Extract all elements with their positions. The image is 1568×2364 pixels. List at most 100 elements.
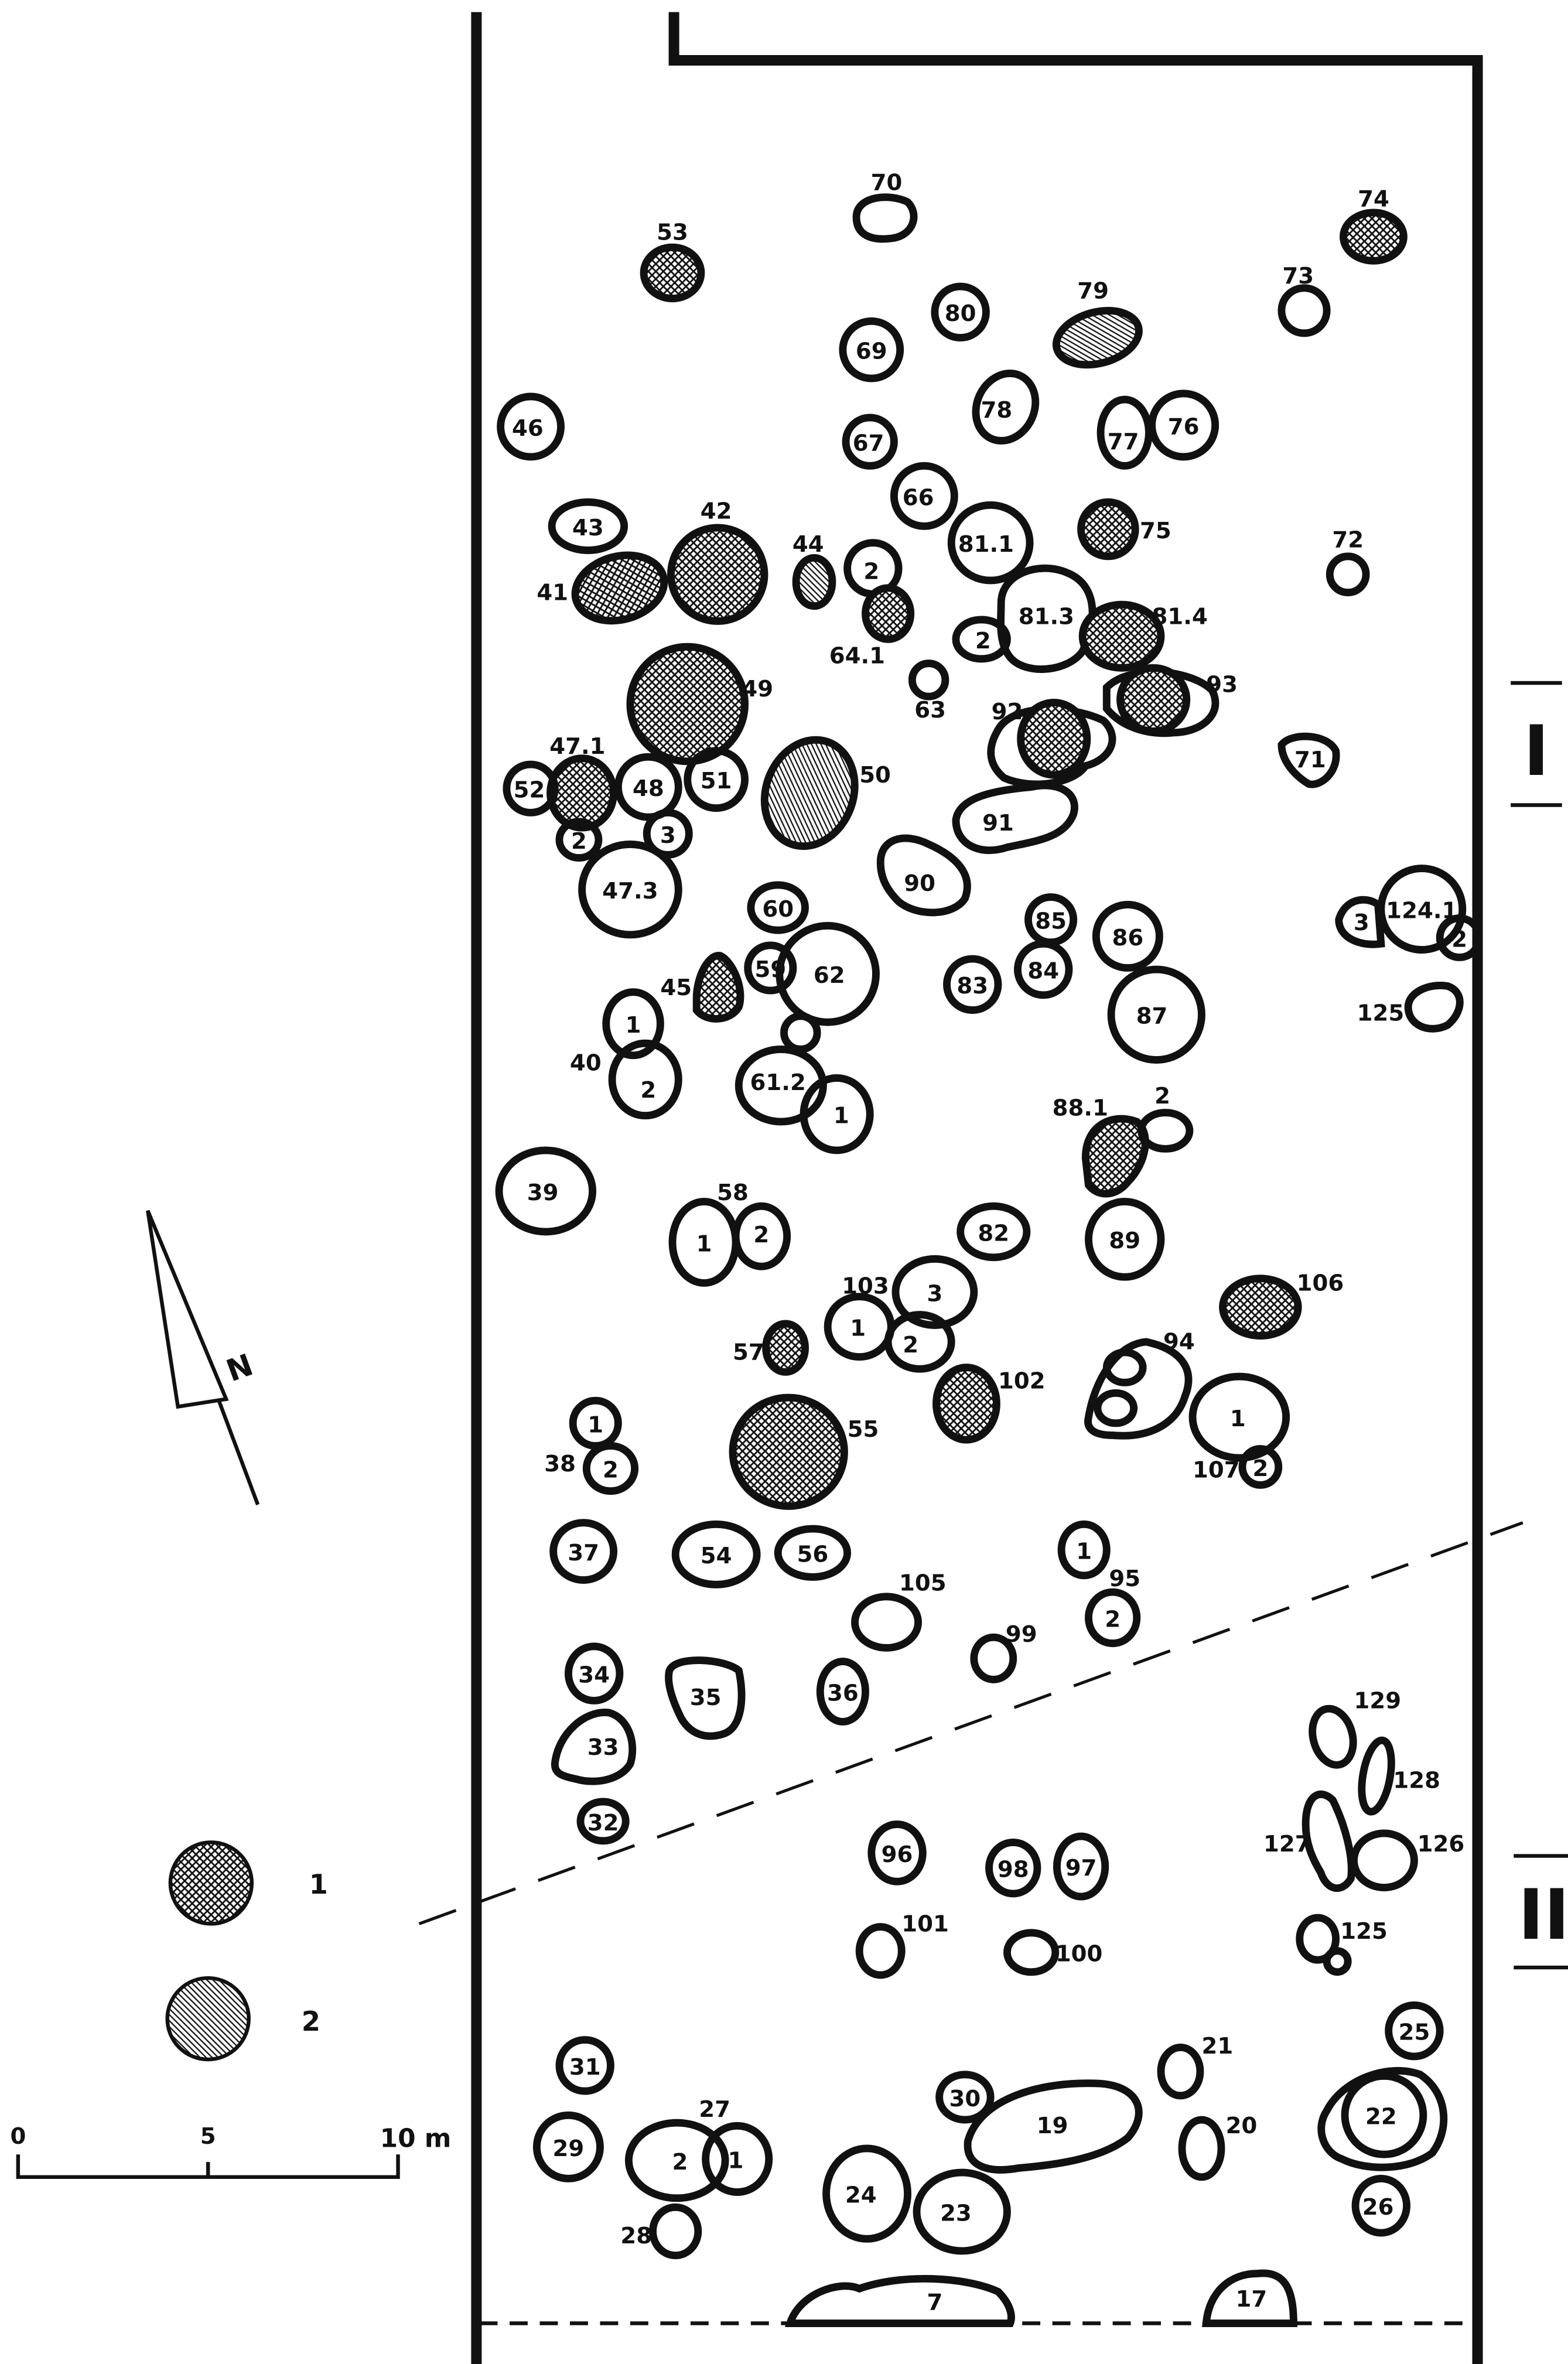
feature-label: 95 <box>1109 1566 1140 1592</box>
legend: 1 2 <box>165 1840 328 2062</box>
feature-81-1 <box>947 501 1034 585</box>
section-label-i: I <box>1523 710 1549 791</box>
feature-129 <box>1309 1704 1357 1769</box>
legend-label-1: 1 <box>309 1868 328 1900</box>
feature-label: 29 <box>553 2136 585 2162</box>
feature-19 <box>964 2079 1143 2174</box>
feature-99 <box>970 1633 1017 1683</box>
feature-label: 49 <box>742 676 773 702</box>
feature-86 <box>1092 900 1163 972</box>
feature-69 <box>839 317 904 382</box>
feature-label: 66 <box>903 484 934 511</box>
north-arrow-icon: N <box>146 1210 260 1505</box>
feature-label: 7 <box>927 2289 942 2315</box>
feature-21 <box>1157 2044 1204 2100</box>
feature-label: 24 <box>845 2182 877 2209</box>
feature-label: 64.1 <box>829 643 885 669</box>
feature-label: 61.2 <box>750 1070 806 1096</box>
scale-label-0: 0 <box>10 2123 26 2150</box>
feature-label: 107 <box>1193 1457 1240 1484</box>
feature-label: 60 <box>762 896 794 923</box>
feature-45 <box>692 952 744 1023</box>
feature-103-3 <box>891 1255 978 1329</box>
feature-87 <box>1107 965 1205 1064</box>
feature-label: 50 <box>859 762 891 788</box>
feature-label: 97 <box>1065 1855 1097 1881</box>
feature-64-3 <box>780 1012 821 1053</box>
feature-75 <box>1077 498 1139 561</box>
feature-102 <box>932 1364 1000 1444</box>
feature-106 <box>1219 1275 1302 1340</box>
feature-label: 1 <box>587 1412 603 1438</box>
feature-label: 1 <box>728 2147 744 2174</box>
feature-label: 84 <box>1027 958 1059 985</box>
feature-label: 89 <box>1109 1228 1140 1254</box>
feature-label: 102 <box>998 1368 1046 1395</box>
feature-label: 32 <box>587 1810 619 1836</box>
feature-label: 2 <box>571 828 587 855</box>
feature-label: 31 <box>569 2054 601 2081</box>
feature-73 <box>1277 284 1331 337</box>
feature-label: 127 <box>1263 1831 1311 1857</box>
feature-label: 78 <box>981 397 1013 423</box>
feature-27-2 <box>624 2119 729 2202</box>
feature-42 <box>667 524 768 625</box>
feature-label: 124.1 <box>1386 898 1457 924</box>
feature-label: 96 <box>882 1842 913 1868</box>
feature-126 <box>1350 1829 1418 1892</box>
feature-38-1 <box>569 1396 622 1450</box>
feature-label: 129 <box>1354 1687 1401 1714</box>
feature-92 <box>1017 699 1091 779</box>
feature-label: 55 <box>848 1416 879 1443</box>
feature-79 <box>1052 306 1143 369</box>
feature-label: 28 <box>620 2223 652 2249</box>
feature-17 <box>1202 2269 1297 2327</box>
feature-label: 45 <box>660 975 692 1001</box>
feature-97 <box>1053 1832 1109 1901</box>
feature-124-1 <box>1377 865 1467 954</box>
feature-label: 86 <box>1112 925 1144 951</box>
feature-80 <box>931 282 990 342</box>
feature-90 <box>876 834 971 917</box>
feature-81-4 <box>1078 600 1165 672</box>
feature-label: 106 <box>1297 1270 1344 1296</box>
feature-36 <box>816 1658 869 1726</box>
feature-label: 3 <box>927 1280 942 1307</box>
feature-91 <box>952 781 1078 855</box>
feature-label: 83 <box>956 973 988 999</box>
feature-label: 1 <box>833 1103 849 1129</box>
feature-label: 36 <box>827 1680 859 1706</box>
feature-27-1 <box>702 2122 773 2196</box>
feature-label: 2 <box>1154 1083 1170 1109</box>
feature-label: 72 <box>1332 527 1364 553</box>
feature-label: 3 <box>1354 910 1369 936</box>
feature-label: 88.1 <box>1053 1095 1108 1122</box>
feature-label: 1 <box>626 1012 641 1038</box>
feature-34 <box>564 1642 624 1704</box>
feature-label: 47.1 <box>549 733 605 760</box>
feature-107-1 <box>1188 1372 1290 1462</box>
feature-83 <box>943 955 1002 1014</box>
feature-label: 41 <box>537 579 568 606</box>
north-label: N <box>222 1347 258 1389</box>
feature-label: 2 <box>903 1332 918 1358</box>
feature-33 <box>551 1709 637 1785</box>
feature-88-1 <box>1081 1115 1149 1198</box>
feature-label: 27 <box>699 2096 730 2123</box>
feature-label: 3 <box>660 822 676 849</box>
feature-label: 1 <box>850 1316 866 1342</box>
feature-35 <box>665 1656 746 1740</box>
feature-label: 71 <box>1294 747 1326 773</box>
feature-25 <box>1385 2001 1444 2061</box>
feature-label: 39 <box>527 1180 559 1206</box>
feature-label: 38 <box>544 1451 576 1477</box>
feature-51 <box>684 747 749 812</box>
feature-76 <box>1148 390 1219 461</box>
feature-label: 58 <box>717 1180 749 1206</box>
feature-label: 59 <box>754 956 786 983</box>
feature-23 <box>913 2168 1011 2255</box>
feature-labels: 70 74 53 79 73 80 69 78 76 77 46 67 66 4… <box>512 169 1467 2315</box>
feature-label: 100 <box>1055 1941 1103 1967</box>
feature-label: 126 <box>1417 1831 1465 1857</box>
feature-96 <box>867 1820 927 1885</box>
